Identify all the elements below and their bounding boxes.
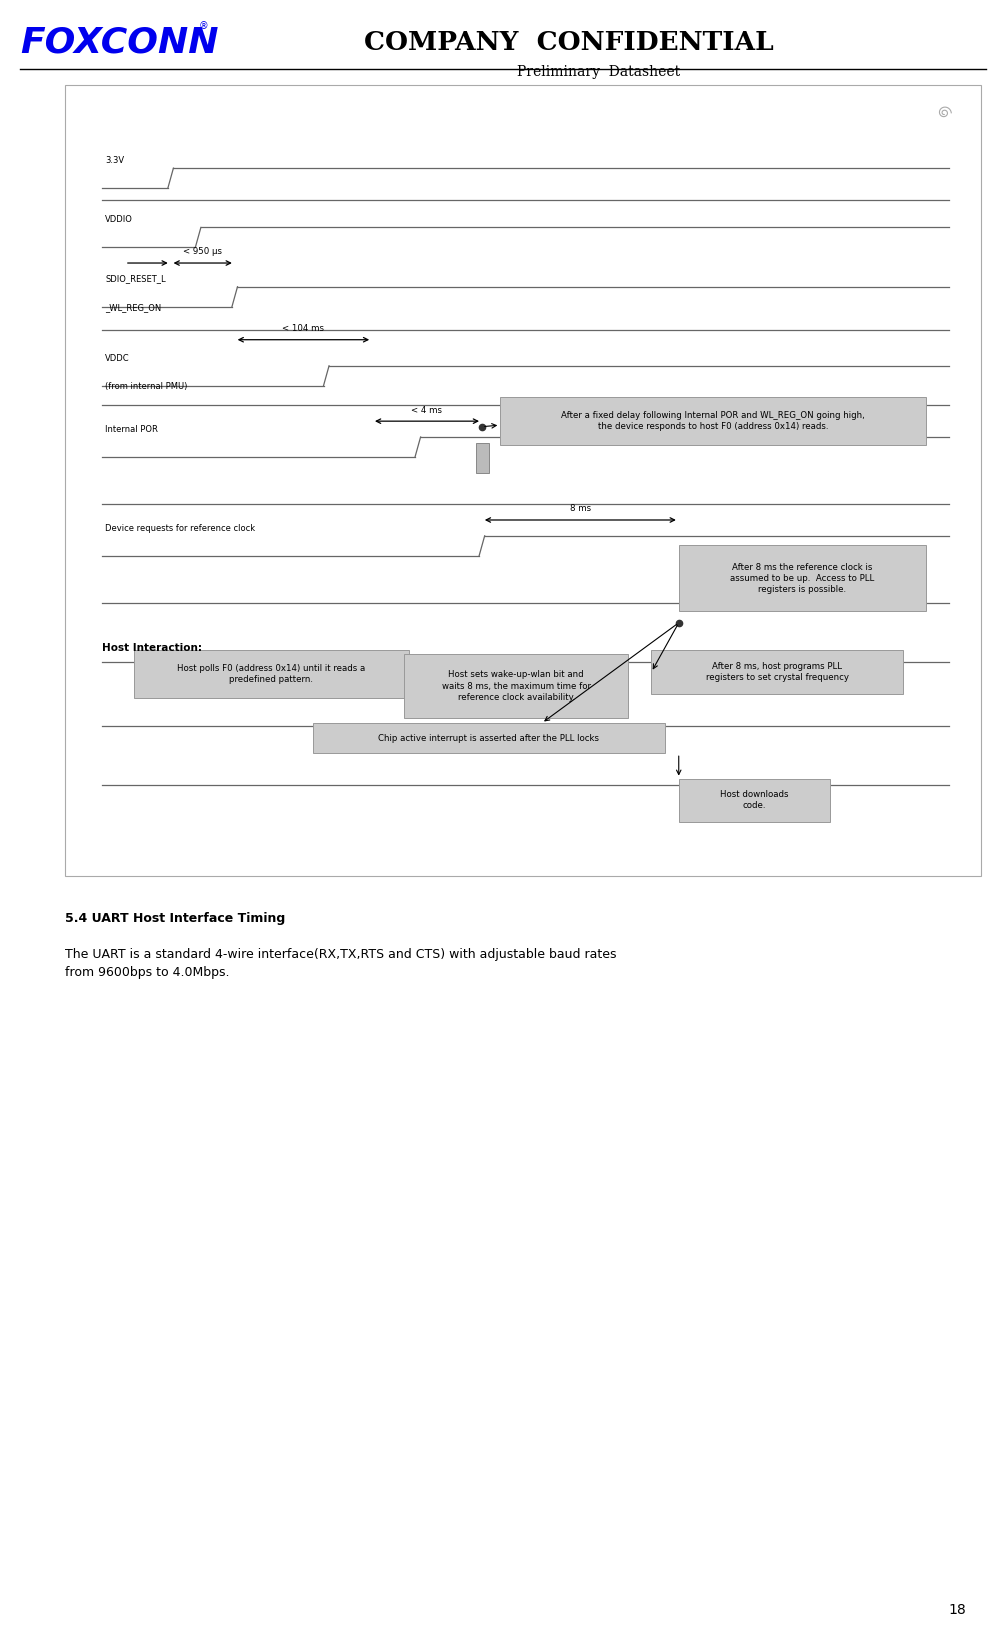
- Text: Host polls F0 (address 0x14) until it reads a
predefined pattern.: Host polls F0 (address 0x14) until it re…: [177, 665, 365, 684]
- Text: The UART is a standard 4-wire interface(RX,TX,RTS and CTS) with adjustable baud : The UART is a standard 4-wire interface(…: [65, 948, 617, 979]
- Text: Device requests for reference clock: Device requests for reference clock: [105, 524, 256, 532]
- FancyBboxPatch shape: [134, 650, 408, 697]
- Text: After a fixed delay following Internal POR and WL_REG_ON going high,
the device : After a fixed delay following Internal P…: [561, 411, 865, 431]
- FancyBboxPatch shape: [651, 650, 903, 694]
- Text: 5.4 UART Host Interface Timing: 5.4 UART Host Interface Timing: [65, 912, 286, 925]
- Text: (from internal PMU): (from internal PMU): [105, 381, 187, 391]
- Text: VDDC: VDDC: [105, 354, 130, 362]
- Text: COMPANY  CONFIDENTIAL: COMPANY CONFIDENTIAL: [363, 29, 774, 56]
- Text: VDDIO: VDDIO: [105, 214, 133, 224]
- Text: Host sets wake-up-wlan bit and
waits 8 ms, the maximum time for
reference clock : Host sets wake-up-wlan bit and waits 8 m…: [442, 671, 591, 702]
- FancyBboxPatch shape: [404, 655, 629, 717]
- Text: SDIO_RESET_L: SDIO_RESET_L: [105, 275, 166, 283]
- Text: Internal POR: Internal POR: [105, 424, 158, 434]
- Text: _WL_REG_ON: _WL_REG_ON: [105, 303, 161, 313]
- Text: 3.3V: 3.3V: [105, 156, 124, 165]
- Text: Host downloads
code.: Host downloads code.: [720, 791, 789, 810]
- Text: After 8 ms, host programs PLL
registers to set crystal frequency: After 8 ms, host programs PLL registers …: [705, 661, 849, 683]
- Text: Preliminary  Datasheet: Preliminary Datasheet: [517, 65, 680, 80]
- Text: < 104 ms: < 104 ms: [283, 324, 324, 334]
- Text: FOXCONN: FOXCONN: [20, 26, 218, 59]
- Text: ®: ®: [198, 21, 208, 31]
- Text: Chip active interrupt is asserted after the PLL locks: Chip active interrupt is asserted after …: [378, 733, 600, 743]
- FancyBboxPatch shape: [500, 398, 926, 445]
- FancyBboxPatch shape: [313, 724, 665, 753]
- Bar: [476, 442, 489, 473]
- Text: 18: 18: [948, 1603, 966, 1617]
- Text: < 4 ms: < 4 ms: [411, 406, 443, 414]
- Text: < 950 μs: < 950 μs: [183, 247, 222, 257]
- Text: 8 ms: 8 ms: [569, 504, 591, 514]
- FancyBboxPatch shape: [679, 545, 926, 611]
- FancyBboxPatch shape: [679, 779, 830, 822]
- Text: Host Interaction:: Host Interaction:: [102, 643, 202, 653]
- Bar: [65, 85, 981, 876]
- Text: After 8 ms the reference clock is
assumed to be up.  Access to PLL
registers is : After 8 ms the reference clock is assume…: [730, 563, 874, 594]
